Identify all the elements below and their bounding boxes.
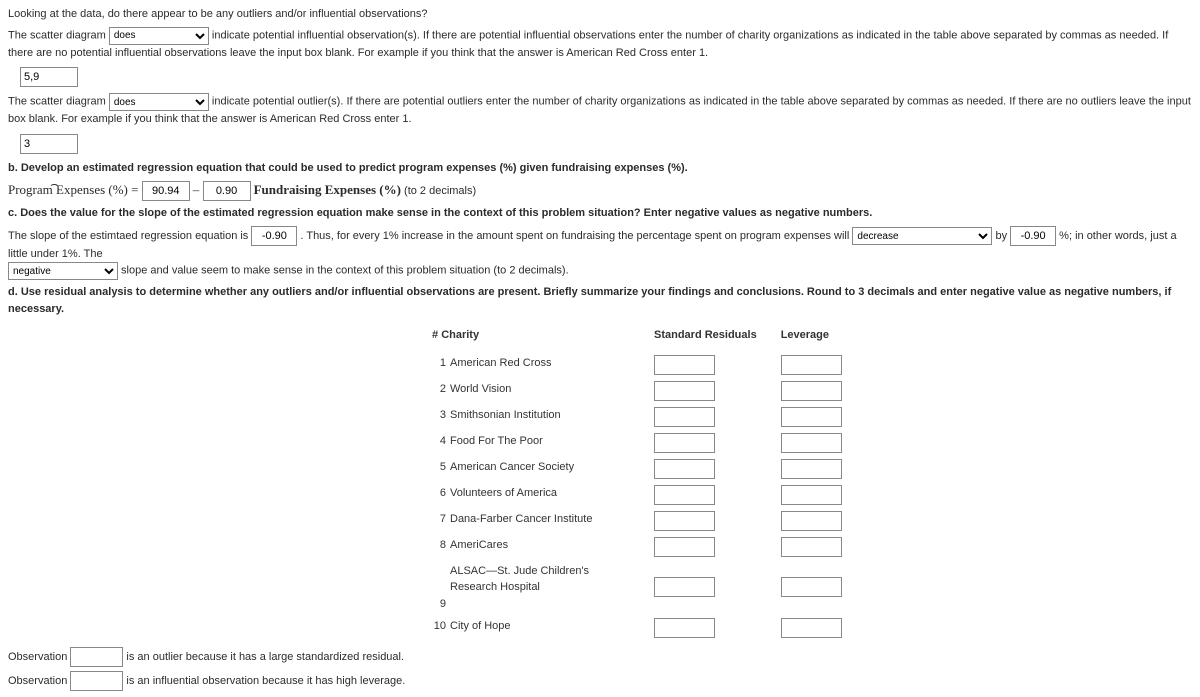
table-row: 8AmeriCares	[428, 534, 862, 560]
equation-line: Program E⌢xpenses (%) = – Fundraising Ex…	[8, 180, 1192, 201]
table-row: 7Dana-Farber Cancer Institute	[428, 508, 862, 534]
input-slope[interactable]	[203, 181, 251, 201]
residuals-table: # Charity Standard Residuals Leverage 1A…	[428, 323, 862, 641]
table-row: ALSAC—St. Jude Children's Research Hospi…	[428, 560, 862, 616]
table-row: 4Food For The Poor	[428, 430, 862, 456]
table-row: 6Volunteers of America	[428, 482, 862, 508]
minus: –	[193, 182, 203, 197]
hdr-resid: Standard Residuals	[650, 323, 777, 352]
input-influential-answer[interactable]	[20, 67, 78, 87]
observation-influential-line: Observation is an influential observatio…	[8, 671, 1192, 691]
text: is an influential observation because it…	[123, 675, 405, 687]
input-resid[interactable]	[654, 485, 715, 505]
table-row: 3Smithsonian Institution	[428, 404, 862, 430]
input-resid[interactable]	[654, 433, 715, 453]
text: is an outlier because it has a large sta…	[123, 651, 404, 663]
table-row: 1American Red Cross	[428, 352, 862, 378]
part-d: d. Use residual analysis to determine wh…	[8, 284, 1192, 317]
input-lev[interactable]	[781, 355, 842, 375]
input-lev[interactable]	[781, 577, 842, 597]
table-row: 5American Cancer Society	[428, 456, 862, 482]
line-outlier: The scatter diagram does indicate potent…	[8, 93, 1192, 128]
hdr-lev: Leverage	[777, 323, 862, 352]
input-resid[interactable]	[654, 355, 715, 375]
line-influential: The scatter diagram does indicate potent…	[8, 27, 1192, 62]
table-header-row: # Charity Standard Residuals Leverage	[428, 323, 862, 352]
input-resid[interactable]	[654, 511, 715, 531]
text: Observation	[8, 651, 70, 663]
input-lev[interactable]	[781, 485, 842, 505]
input-obs-influential[interactable]	[70, 671, 123, 691]
input-lev[interactable]	[781, 407, 842, 427]
input-lev[interactable]	[781, 381, 842, 401]
table-row: 10City of Hope	[428, 615, 862, 641]
select-negative[interactable]: negative	[8, 262, 118, 280]
text: slope and value seem to make sense in th…	[118, 265, 569, 277]
input-resid[interactable]	[654, 537, 715, 557]
table-row: 2World Vision	[428, 378, 862, 404]
input-slope-pct[interactable]	[1010, 226, 1056, 246]
select-decrease[interactable]: decrease	[852, 227, 992, 245]
slope-interpretation: The slope of the estimtaed regression eq…	[8, 226, 1192, 281]
input-lev[interactable]	[781, 511, 842, 531]
text: Observation	[8, 675, 70, 687]
input-lev[interactable]	[781, 618, 842, 638]
text: The scatter diagram	[8, 29, 109, 41]
observation-outlier-line: Observation is an outlier because it has…	[8, 647, 1192, 667]
part-c: c. Does the value for the slope of the e…	[8, 205, 1192, 222]
input-resid[interactable]	[654, 407, 715, 427]
text: by	[992, 230, 1010, 242]
text: The scatter diagram	[8, 96, 109, 108]
part-b: b. Develop an estimated regression equat…	[8, 160, 1192, 177]
select-does-1[interactable]: does	[109, 27, 209, 45]
input-intercept[interactable]	[142, 181, 190, 201]
question-intro: Looking at the data, do there appear to …	[8, 6, 1192, 23]
select-does-2[interactable]: does	[109, 93, 209, 111]
input-obs-outlier[interactable]	[70, 647, 123, 667]
input-resid[interactable]	[654, 618, 715, 638]
eq-rhs: Fundraising Expenses (%)	[254, 182, 401, 197]
eq-tail: (to 2 decimals)	[401, 185, 476, 197]
text: . Thus, for every 1% increase in the amo…	[297, 230, 852, 242]
text: The slope of the estimtaed regression eq…	[8, 230, 251, 242]
input-slope-value[interactable]	[251, 226, 297, 246]
input-resid[interactable]	[654, 381, 715, 401]
input-lev[interactable]	[781, 433, 842, 453]
eq-lhs: Program E⌢xpenses (%) =	[8, 182, 142, 197]
input-lev[interactable]	[781, 459, 842, 479]
input-lev[interactable]	[781, 537, 842, 557]
hdr-charity: # Charity	[428, 323, 650, 352]
input-resid[interactable]	[654, 459, 715, 479]
input-resid[interactable]	[654, 577, 715, 597]
input-outlier-answer[interactable]	[20, 134, 78, 154]
